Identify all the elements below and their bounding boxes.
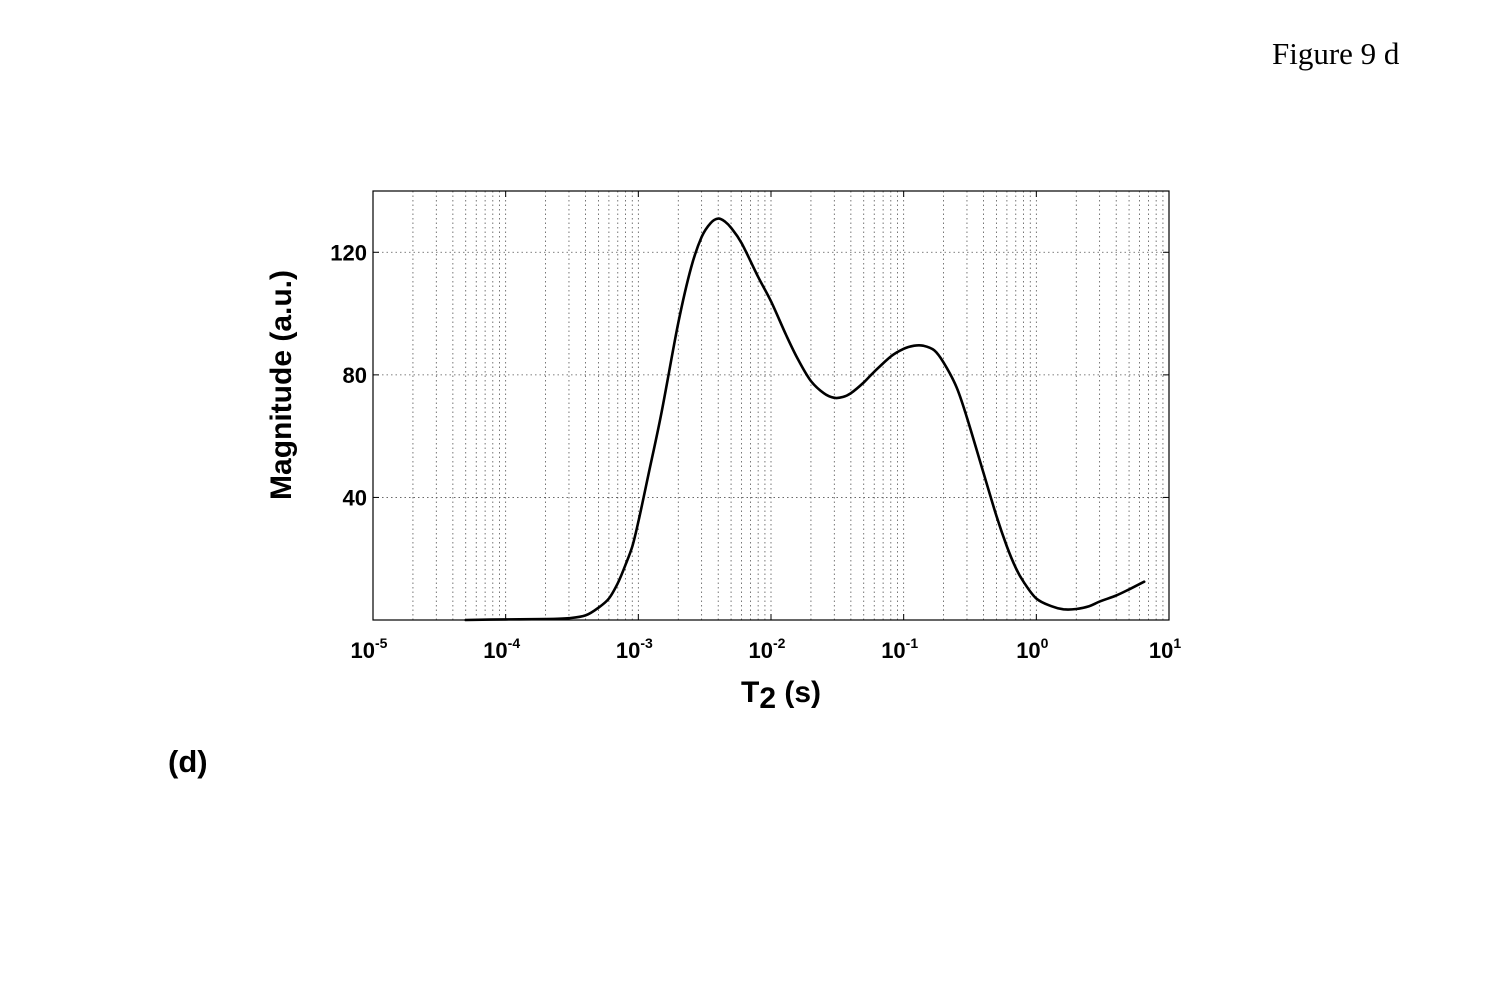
x-tick-label: 101 bbox=[1149, 635, 1181, 663]
y-axis-title: Magnitude (a.u.) bbox=[265, 270, 298, 500]
y-tick-label: 40 bbox=[343, 485, 367, 510]
x-tick-label: 10-5 bbox=[351, 635, 388, 663]
x-tick-label: 10-2 bbox=[749, 635, 786, 663]
series-line bbox=[464, 217, 1146, 622]
ticks bbox=[372, 191, 1170, 620]
y-tick-label: 120 bbox=[330, 240, 367, 265]
figure-caption: Figure 9 d bbox=[1272, 36, 1400, 71]
grid bbox=[372, 191, 1170, 620]
x-tick-label: 100 bbox=[1016, 635, 1048, 663]
y-tick-label: 80 bbox=[343, 363, 367, 388]
x-tick-label: 10-4 bbox=[483, 635, 520, 663]
tick-labels: 10-5 10-4 10-3 10-2 10-1 100 101 40 80 120 bbox=[330, 240, 1181, 663]
panel-label: (d) bbox=[168, 744, 208, 779]
x-tick-label: 10-1 bbox=[881, 635, 918, 663]
x-tick-label: 10-3 bbox=[616, 635, 653, 663]
x-axis-title: T2 (s) bbox=[741, 676, 821, 715]
